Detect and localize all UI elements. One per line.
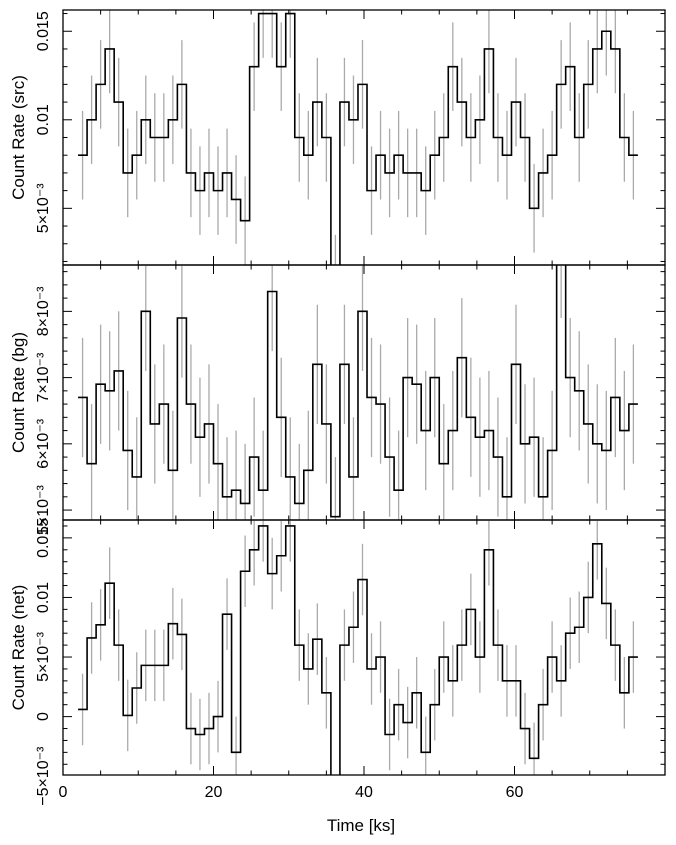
y-tick-label: 5×10⁻³ <box>35 183 52 233</box>
x-tick-label: 20 <box>205 784 223 801</box>
panel-1: 5×10⁻³ 0.01 0.015 Count Rate (src) <box>9 9 666 266</box>
panel-frame <box>62 519 666 776</box>
y-tick-label: 6×10⁻³ <box>35 418 52 468</box>
step-line <box>78 265 638 518</box>
step-line <box>78 525 638 775</box>
y-tick-label: 0 <box>35 712 52 721</box>
panel-plot-area <box>78 520 638 775</box>
panel-plot-area <box>78 265 638 520</box>
panel-3: −5×10⁻³ 0 5×10⁻³ 0.01 0.015 Count Rate (net) <box>9 518 666 806</box>
y-tick-label: 8×10⁻³ <box>35 286 52 336</box>
y-tick-label: 5×10⁻³ <box>35 485 52 535</box>
y-tick-label: 0.015 <box>35 11 52 51</box>
y-tick-label: 0.01 <box>35 582 52 613</box>
x-tick-label: 40 <box>355 784 373 801</box>
panel-frame <box>62 264 666 521</box>
y-axis-label: Count Rate (src) <box>9 75 28 200</box>
y-axis-label: Count Rate (net) <box>9 585 28 711</box>
x-tick-label: 0 <box>59 784 68 801</box>
x-axis-label: Time [ks] <box>327 816 395 835</box>
panel-plot-area <box>78 10 638 265</box>
step-line <box>78 12 638 265</box>
y-tick-label: 5×10⁻³ <box>35 631 52 681</box>
panel-2: 5×10⁻³ 6×10⁻³ 7×10⁻³ 8×10⁻³ Count Rate (bg) <box>9 264 666 535</box>
y-tick-label: 0.01 <box>35 104 52 135</box>
y-tick-label: −5×10⁻³ <box>35 746 52 806</box>
y-tick-label: 7×10⁻³ <box>35 352 52 402</box>
y-axis-label: Count Rate (bg) <box>9 332 28 453</box>
x-tick-label: 60 <box>506 784 524 801</box>
y-tick-label: 0.015 <box>35 518 52 558</box>
